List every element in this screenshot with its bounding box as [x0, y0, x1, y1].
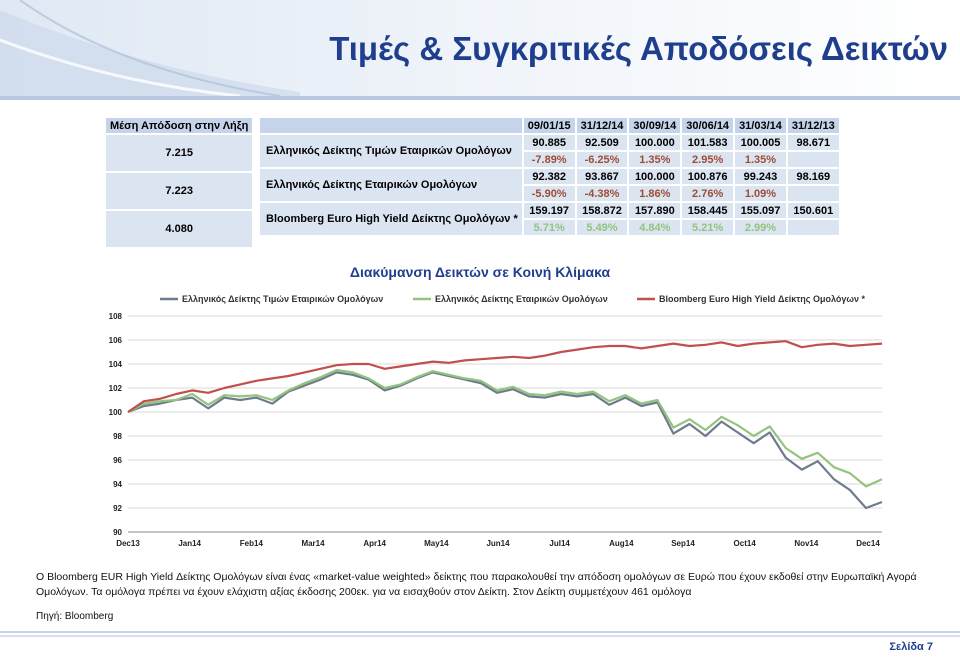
index-return: 1.35% [735, 152, 786, 167]
series-line [127, 368, 883, 488]
index-name: Ελληνικός Δείκτης Τιμών Εταιρικών Ομολόγ… [260, 135, 522, 167]
index-return: 5.49% [576, 220, 628, 235]
footer-divider [0, 631, 960, 637]
x-tick-label: Oct14 [734, 539, 757, 548]
index-return [787, 186, 839, 201]
index-return: 1.35% [629, 152, 681, 167]
index-return: -4.38% [576, 186, 628, 201]
index-return: -6.25% [576, 152, 628, 167]
index-value: 158.445 [682, 203, 734, 218]
index-value: 100.876 [682, 169, 734, 184]
x-tick-label: Jan14 [178, 539, 201, 548]
index-value: 100.000 [629, 135, 681, 150]
index-return: 2.95% [682, 152, 734, 167]
y-tick-label: 92 [113, 504, 122, 513]
index-return [787, 152, 839, 167]
x-tick-label: Mar14 [301, 539, 325, 548]
chart-title: Διακύμανση Δεικτών σε Κοινή Κλίμακα [349, 264, 611, 280]
x-tick-label: Apr14 [363, 539, 386, 548]
page-number: Σελίδα 7 [889, 641, 933, 653]
index-table: 09/01/15 31/12/14 30/09/14 30/06/14 31/0… [258, 116, 841, 237]
index-return: 5.21% [682, 220, 734, 235]
yield-value: 7.215 [106, 135, 253, 171]
index-name: Bloomberg Euro High Yield Δείκτης Ομολόγ… [260, 203, 522, 235]
header-empty [260, 118, 522, 133]
y-tick-label: 98 [113, 432, 122, 441]
date-header: 30/06/14 [682, 118, 734, 133]
index-return: -7.89% [523, 152, 575, 167]
index-return: 2.99% [735, 220, 786, 235]
index-value: 92.509 [576, 135, 628, 150]
index-value: 155.097 [735, 203, 786, 218]
y-tick-label: 96 [113, 456, 122, 465]
index-value: 101.583 [682, 135, 734, 150]
index-return: 4.84% [629, 220, 681, 235]
banner-graphic [0, 0, 960, 100]
index-return: -5.90% [523, 186, 575, 201]
y-tick-label: 106 [109, 336, 123, 345]
x-axis: Dec13 Jan14 Feb14 Mar14 Apr14 May14 Jun14 Jul14… [116, 531, 882, 548]
x-tick-label: Jul14 [549, 539, 570, 548]
date-header: 31/12/14 [576, 118, 628, 133]
index-value: 150.601 [787, 203, 839, 218]
x-tick-label: Dec14 [856, 539, 880, 548]
y-tick-label: 104 [109, 360, 123, 369]
index-return: 1.86% [629, 186, 681, 201]
x-tick-label: May14 [424, 539, 449, 548]
y-tick-label: 100 [109, 408, 123, 417]
index-value: 100.000 [629, 169, 681, 184]
series-line [127, 371, 883, 510]
chart-series [127, 340, 883, 510]
legend-label: Bloomberg Euro High Yield Δείκτης Ομολόγ… [659, 294, 865, 304]
index-value: 157.890 [629, 203, 681, 218]
index-value: 98.169 [787, 169, 839, 184]
index-value: 90.885 [523, 135, 575, 150]
y-tick-label: 108 [109, 312, 123, 321]
line-chart: Ελληνικός Δείκτης Τιμών Εταιρικών Ομολόγ… [109, 294, 883, 548]
index-value: 158.872 [576, 203, 628, 218]
legend-label: Ελληνικός Δείκτης Τιμών Εταιρικών Ομολόγ… [182, 294, 383, 304]
index-value: 98.671 [787, 135, 839, 150]
yield-header: Μέση Απόδοση στην Λήξη [106, 118, 253, 133]
date-header: 09/01/15 [523, 118, 575, 133]
y-tick-label: 102 [109, 384, 123, 393]
chart-legend: Ελληνικός Δείκτης Τιμών Εταιρικών Ομολόγ… [160, 294, 865, 304]
index-return [787, 220, 839, 235]
index-value: 100.005 [735, 135, 786, 150]
index-value: 93.867 [576, 169, 628, 184]
x-tick-label: Aug14 [609, 539, 634, 548]
chart-grid [128, 315, 882, 533]
y-tick-label: 90 [113, 528, 122, 537]
date-header: 31/03/14 [735, 118, 786, 133]
index-name: Ελληνικός Δείκτης Εταιρικών Ομολόγων [260, 169, 522, 201]
source-text: Πηγή: Bloomberg [36, 611, 114, 622]
y-axis: 90 92 94 96 98 100 102 104 106 108 [109, 312, 123, 537]
date-header: 30/09/14 [629, 118, 681, 133]
index-return: 2.76% [682, 186, 734, 201]
legend-label: Ελληνικός Δείκτης Εταιρικών Ομολόγων [435, 294, 608, 304]
series-line [127, 340, 883, 413]
yield-value: 7.223 [106, 173, 253, 209]
header-banner: Τιμές & Συγκριτικές Αποδόσεις Δεικτών [0, 0, 960, 100]
x-tick-label: Nov14 [794, 539, 819, 548]
yield-table: Μέση Απόδοση στην Λήξη 7.215 7.223 4.080 [104, 116, 254, 249]
index-return: 5.71% [523, 220, 575, 235]
x-tick-label: Dec13 [116, 539, 140, 548]
page-title: Τιμές & Συγκριτικές Αποδόσεις Δεικτών [329, 30, 948, 67]
x-tick-label: Sep14 [671, 539, 695, 548]
index-return: 1.09% [735, 186, 786, 201]
description-text: Ο Bloomberg EUR High Yield Δείκτης Ομολό… [36, 571, 917, 598]
index-value: 99.243 [735, 169, 786, 184]
y-tick-label: 94 [113, 480, 122, 489]
x-tick-label: Jun14 [486, 539, 510, 548]
index-value: 159.197 [523, 203, 575, 218]
index-value: 92.382 [523, 169, 575, 184]
date-header: 31/12/13 [787, 118, 839, 133]
yield-value: 4.080 [106, 211, 253, 247]
x-tick-label: Feb14 [240, 539, 264, 548]
